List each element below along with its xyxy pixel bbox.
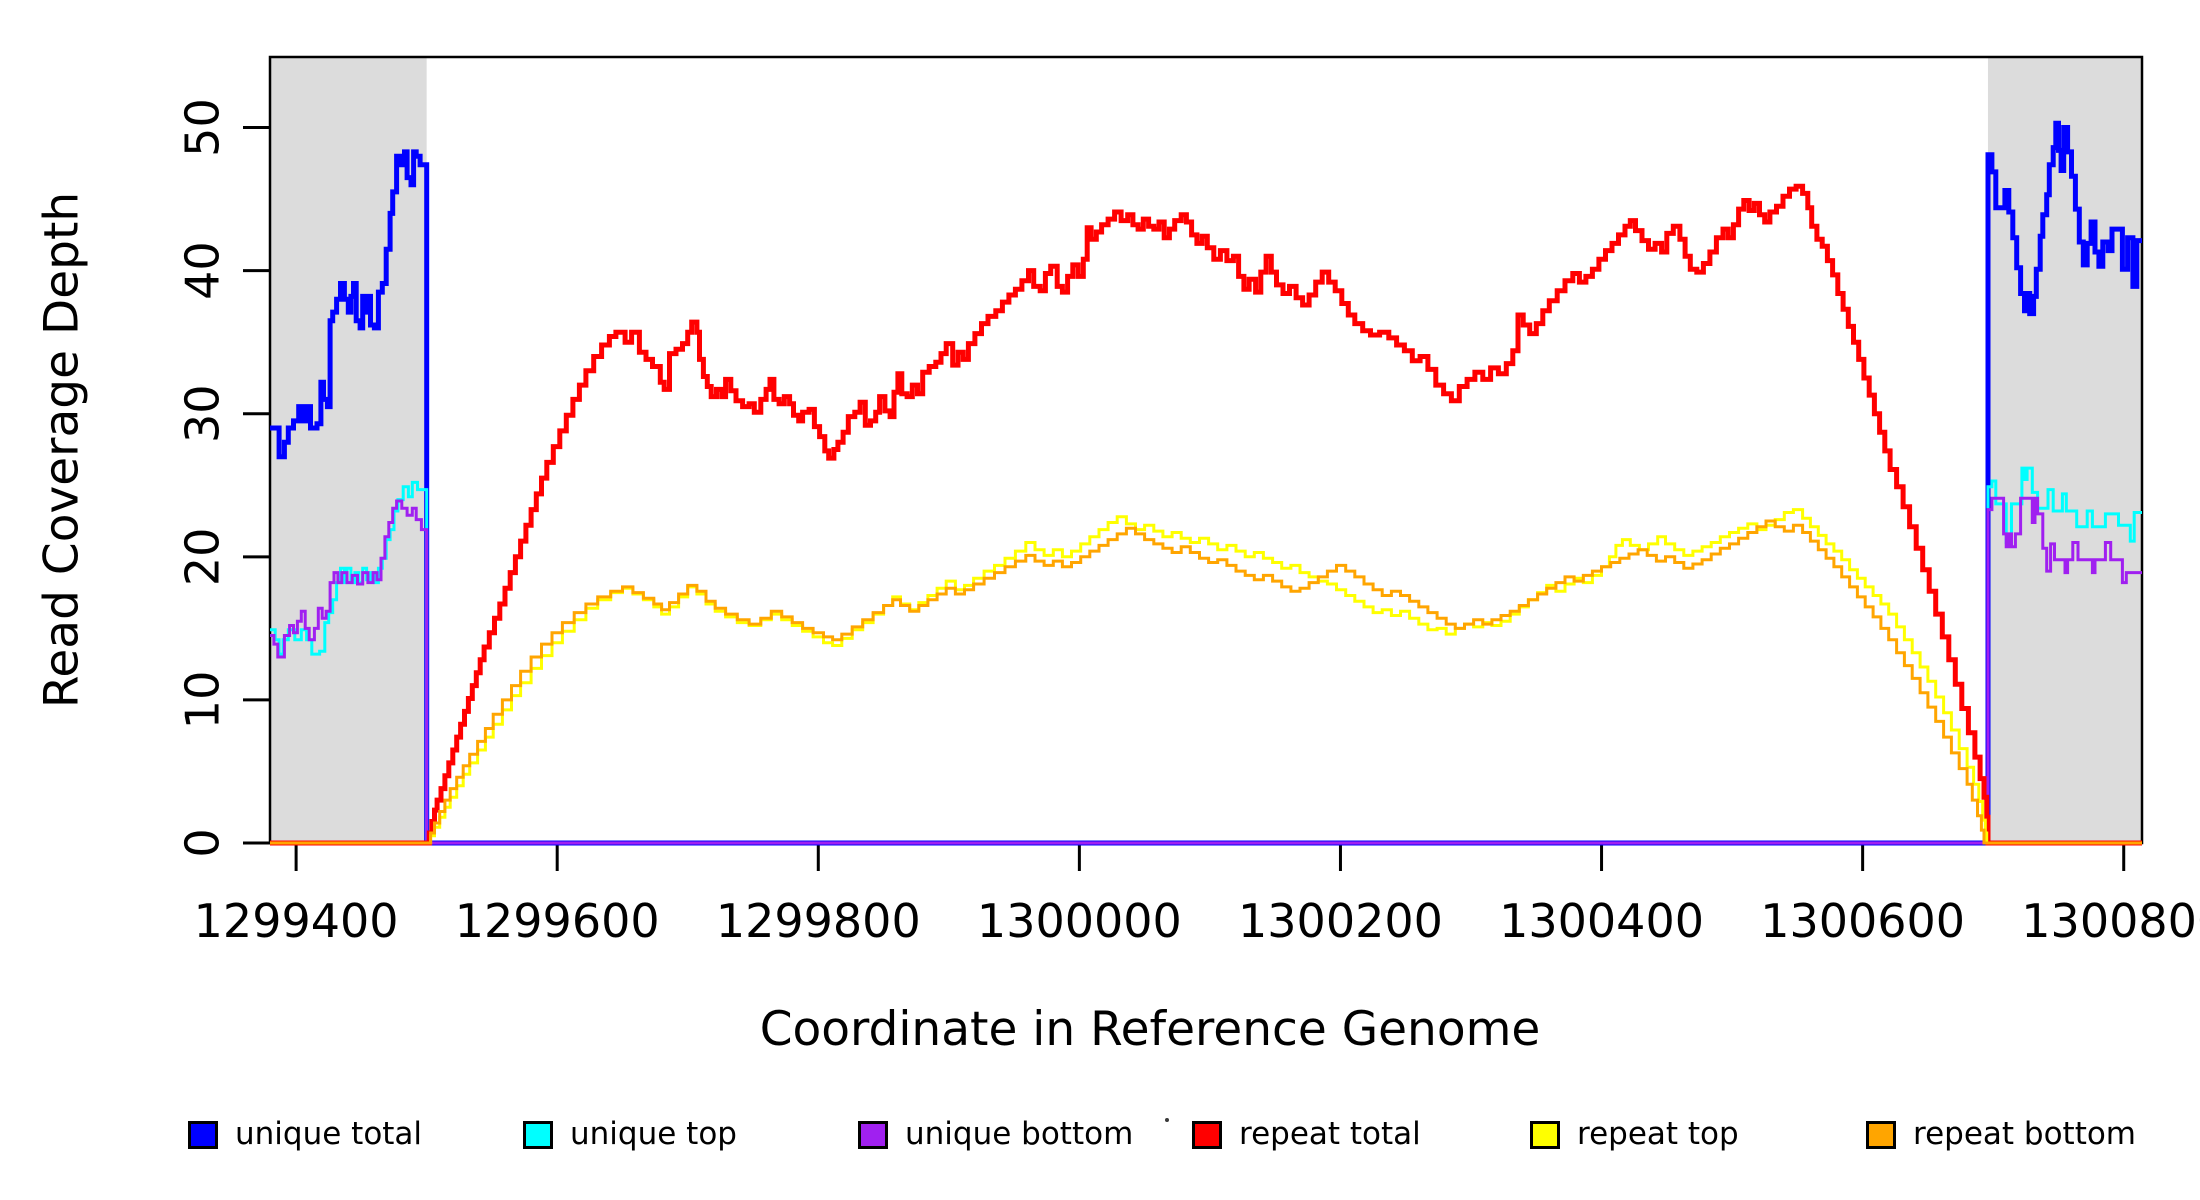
x-tick-label: 1300000	[977, 894, 1182, 948]
y-tick-label: 20	[176, 528, 230, 587]
x-tick-label: 1299400	[194, 894, 399, 948]
shaded-region	[1987, 57, 2142, 843]
y-axis-title: Read Coverage Depth	[34, 191, 90, 709]
y-tick-label: 10	[176, 671, 230, 730]
x-axis-title: Coordinate in Reference Genome	[759, 1002, 1541, 1057]
x-tick-label: 1300400	[1499, 894, 1704, 948]
x-tick-label: 1300600	[1760, 894, 1965, 948]
series-unique-total	[270, 120, 2142, 846]
series-repeat-total	[270, 183, 2142, 846]
y-tick-label: 50	[176, 98, 230, 157]
x-tick-label: 1300200	[1238, 894, 1443, 948]
x-tick-label: 1299800	[716, 894, 921, 948]
x-tick-label: 1299600	[455, 894, 660, 948]
y-tick-label: 30	[176, 384, 230, 443]
series-unique-bottom	[270, 496, 2142, 845]
shaded-region	[270, 57, 427, 843]
y-tick-label: 40	[176, 241, 230, 300]
series-unique-top	[270, 466, 2142, 845]
series-repeat-bottom	[270, 519, 2142, 845]
stray-dot-artifact	[1165, 1118, 1169, 1122]
y-tick-label: 0	[176, 828, 230, 857]
